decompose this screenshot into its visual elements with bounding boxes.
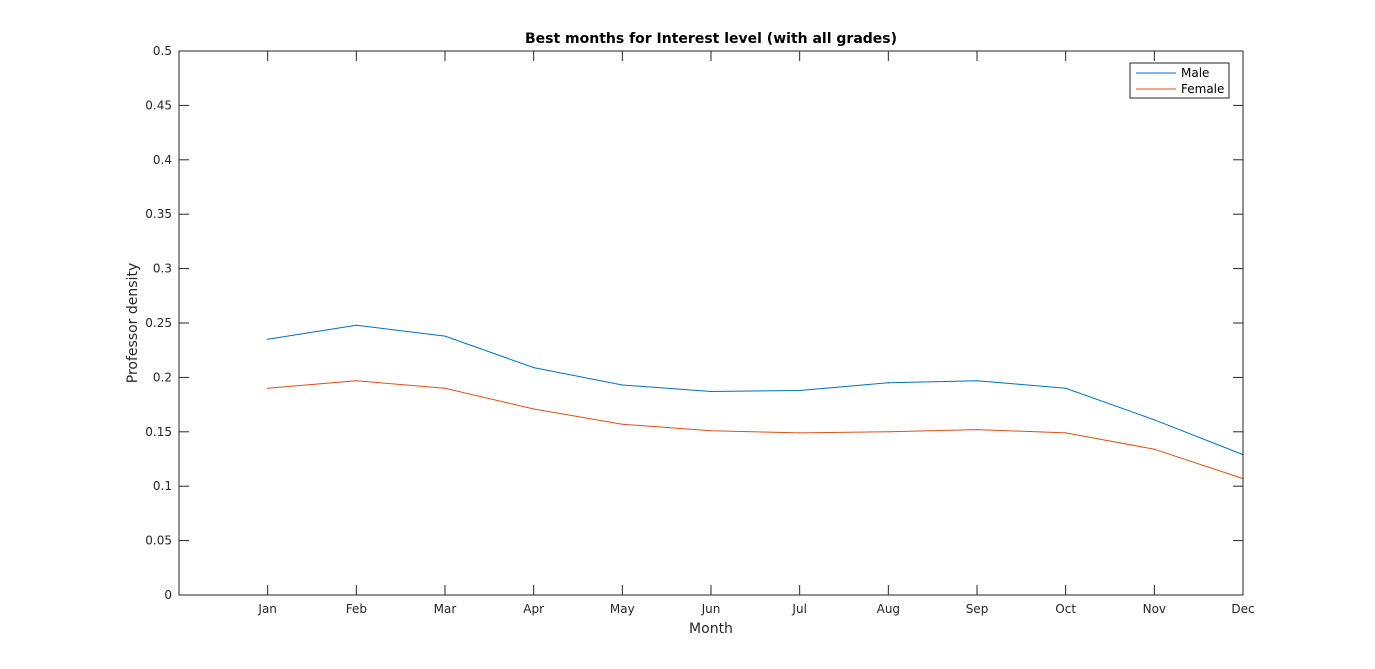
- data-point-male: [355, 324, 357, 326]
- plot-background: [179, 51, 1243, 595]
- y-axis-label: Professor density: [125, 263, 141, 383]
- data-point-male: [1153, 419, 1155, 421]
- data-point-male: [887, 382, 889, 384]
- x-tick-label: May: [610, 602, 635, 616]
- x-tick-label: Sep: [966, 602, 989, 616]
- data-point-male: [799, 389, 801, 392]
- data-point-female: [799, 432, 801, 434]
- x-tick-label: Nov: [1143, 602, 1166, 616]
- x-tick-label: Jan: [257, 602, 277, 616]
- x-tick-label: Oct: [1055, 602, 1076, 616]
- x-tick-label: Jul: [791, 602, 806, 616]
- y-tick-label: 0.05: [145, 534, 172, 548]
- data-point-female: [444, 387, 446, 389]
- data-point-female: [710, 430, 712, 432]
- series-line-female: [267, 380, 1244, 480]
- data-point-female: [1065, 432, 1067, 434]
- y-tick-label: 0.2: [153, 370, 172, 384]
- legend-label-male: Male: [1181, 66, 1209, 80]
- x-tick-label: Feb: [346, 602, 367, 616]
- y-tick-label: 0.3: [153, 262, 172, 276]
- legend-label-female: Female: [1181, 82, 1224, 96]
- legend: Male Female: [1129, 62, 1230, 99]
- y-tick-label: 0.4: [153, 153, 172, 167]
- plot-frame: [178, 50, 1244, 596]
- legend-box: [1129, 62, 1230, 99]
- data-point-female: [1153, 448, 1155, 450]
- data-point-male: [444, 335, 446, 337]
- data-point-male: [621, 384, 623, 386]
- y-tick-label: 0.5: [153, 44, 172, 58]
- y-axis-ticks: 0 0.05 0.1 0.15 0.2 0.25 0.3 0.35 0.4 0.45 0.5: [145, 44, 1243, 602]
- y-tick-label: 0.45: [145, 98, 172, 112]
- y-tick-label: 0: [164, 588, 172, 602]
- x-axis-ticks: Jan Feb Mar Apr May Jun Jul Aug Sep Oct Nov Dec: [257, 51, 1255, 616]
- series-lines: [267, 324, 1244, 480]
- data-point-male: [533, 367, 535, 369]
- x-tick-label: Jun: [701, 602, 721, 616]
- y-tick-label: 0.25: [145, 316, 172, 330]
- series-line-male: [267, 324, 1244, 456]
- chart-title: Best months for Interest level (with all…: [525, 31, 897, 47]
- x-tick-label: Dec: [1231, 602, 1254, 616]
- x-axis-label: Month: [689, 621, 733, 637]
- data-point-female: [887, 431, 889, 433]
- data-point-female: [621, 423, 623, 425]
- x-tick-label: Mar: [434, 602, 457, 616]
- y-tick-label: 0.35: [145, 207, 172, 221]
- y-tick-label: 0.15: [145, 425, 172, 439]
- x-tick-label: Aug: [877, 602, 900, 616]
- data-point-female: [533, 408, 535, 410]
- data-point-male: [267, 338, 269, 340]
- x-tick-label: Apr: [523, 602, 544, 616]
- data-point-female: [976, 429, 978, 431]
- data-point-female: [267, 387, 269, 389]
- data-point-male: [710, 390, 712, 393]
- data-point-female: [355, 380, 357, 382]
- data-point-male: [976, 380, 978, 382]
- data-point-male: [1065, 387, 1067, 389]
- y-tick-label: 0.1: [153, 479, 172, 493]
